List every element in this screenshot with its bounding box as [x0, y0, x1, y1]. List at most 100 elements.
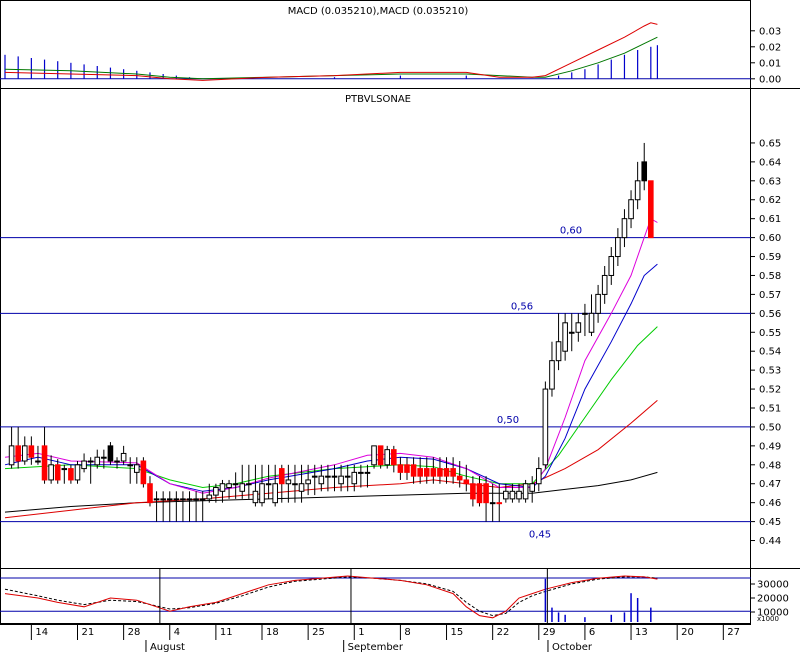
- candle-body: [371, 445, 377, 466]
- price-tick-label: 0.54: [759, 347, 781, 358]
- candle-body: [384, 449, 391, 466]
- candle-body: [410, 464, 417, 477]
- candle-body: [588, 312, 595, 333]
- date-tick-label: 15: [451, 627, 464, 638]
- candle-body: [648, 180, 654, 239]
- candle-body: [193, 498, 199, 501]
- candle-body: [496, 502, 503, 505]
- candle-body: [127, 464, 134, 467]
- candle-body: [568, 331, 575, 334]
- candle-body: [153, 498, 160, 501]
- candle-body: [173, 498, 180, 501]
- candle-body: [68, 468, 74, 481]
- date-tick-label: 6: [589, 627, 595, 638]
- candle-body: [226, 483, 232, 489]
- candle-body: [54, 464, 61, 481]
- candle-body: [292, 483, 298, 486]
- candle-body: [232, 483, 239, 486]
- candles: [8, 142, 654, 522]
- candle-body: [101, 456, 107, 459]
- candle-body: [450, 468, 456, 477]
- volume-tick-label: 10000: [757, 608, 789, 619]
- candle-body: [147, 483, 153, 504]
- price-tick-label: 0.58: [759, 271, 781, 282]
- candle-body: [562, 322, 568, 352]
- candle-body: [305, 479, 311, 485]
- candle-body: [535, 468, 542, 485]
- osc-signal-line: [4, 576, 658, 617]
- candle-body: [246, 483, 252, 486]
- volume-tick-label: 30000: [757, 580, 789, 591]
- candle-body: [423, 468, 430, 477]
- candle-body: [582, 312, 588, 315]
- candle-body: [601, 274, 608, 295]
- candle-body: [15, 445, 21, 462]
- ma-blue-line: [4, 263, 658, 492]
- candle-body: [555, 341, 562, 362]
- candle-body: [41, 445, 48, 481]
- date-tick-label: 22: [497, 627, 510, 638]
- candle-body: [134, 464, 140, 473]
- candle-body: [94, 456, 101, 466]
- candle-body: [338, 475, 344, 485]
- candle-body: [114, 460, 120, 463]
- ma-magenta-line: [4, 217, 658, 494]
- volume-unit-label: x1000: [757, 615, 779, 623]
- ma-green-line: [4, 326, 658, 489]
- candle-body: [180, 498, 186, 501]
- candle-body: [529, 483, 536, 492]
- candle-body: [298, 483, 305, 492]
- candle-body: [61, 468, 68, 471]
- price-tick-label: 0.49: [759, 441, 781, 452]
- macd-tick-label: 0.01: [759, 58, 781, 69]
- candle-body: [430, 468, 437, 477]
- candle-body: [634, 180, 641, 201]
- candle-body: [483, 483, 489, 504]
- candle-body: [81, 460, 87, 470]
- candle-body: [8, 445, 15, 466]
- date-tick-label: 4: [174, 627, 180, 638]
- macd-title: MACD (0.035210),MACD (0.035210): [288, 6, 469, 17]
- candle-body: [621, 218, 628, 239]
- candle-body: [278, 468, 285, 485]
- candle-body: [285, 479, 292, 485]
- candle-body: [456, 475, 463, 481]
- candle-body: [219, 483, 226, 492]
- date-tick-label: 25: [312, 627, 325, 638]
- level-label: 0,50: [497, 415, 519, 426]
- macd-signal-line: [4, 36, 658, 80]
- date-tick-label: 18: [266, 627, 279, 638]
- level-label: 0,56: [511, 301, 533, 312]
- candle-body: [608, 256, 615, 276]
- candle-body: [239, 483, 246, 492]
- date-tick-label: 27: [727, 627, 740, 638]
- date-tick-label: 20: [681, 627, 694, 638]
- candle-body: [28, 445, 35, 458]
- candle-body: [575, 322, 582, 333]
- candle-body: [417, 468, 423, 477]
- candle-body: [615, 237, 621, 258]
- price-tick-label: 0.61: [759, 214, 781, 225]
- candle-body: [318, 475, 325, 485]
- candle-body: [166, 498, 173, 501]
- macd-tick-label: 0.00: [759, 74, 781, 85]
- candle-body: [186, 498, 193, 501]
- level-label: 0,60: [560, 226, 582, 237]
- candle-body: [74, 464, 81, 481]
- candle-body: [344, 475, 351, 478]
- level-label: 0,45: [529, 530, 551, 541]
- level-lines: 0,45 0,50 0,56 0,60: [0, 226, 751, 541]
- price-tick-label: 0.52: [759, 385, 781, 396]
- price-tick-label: 0.62: [759, 195, 781, 206]
- moving-averages: [4, 217, 658, 519]
- date-tick-label: 1: [358, 627, 364, 638]
- candle-body: [542, 388, 549, 466]
- candle-body: [470, 483, 476, 500]
- price-tick-label: 0.57: [759, 290, 781, 301]
- price-tick-label: 0.55: [759, 328, 781, 339]
- candle-body: [522, 483, 529, 500]
- candle-body: [595, 293, 601, 314]
- candle-body: [358, 471, 364, 474]
- price-tick-label: 0.56: [759, 309, 781, 320]
